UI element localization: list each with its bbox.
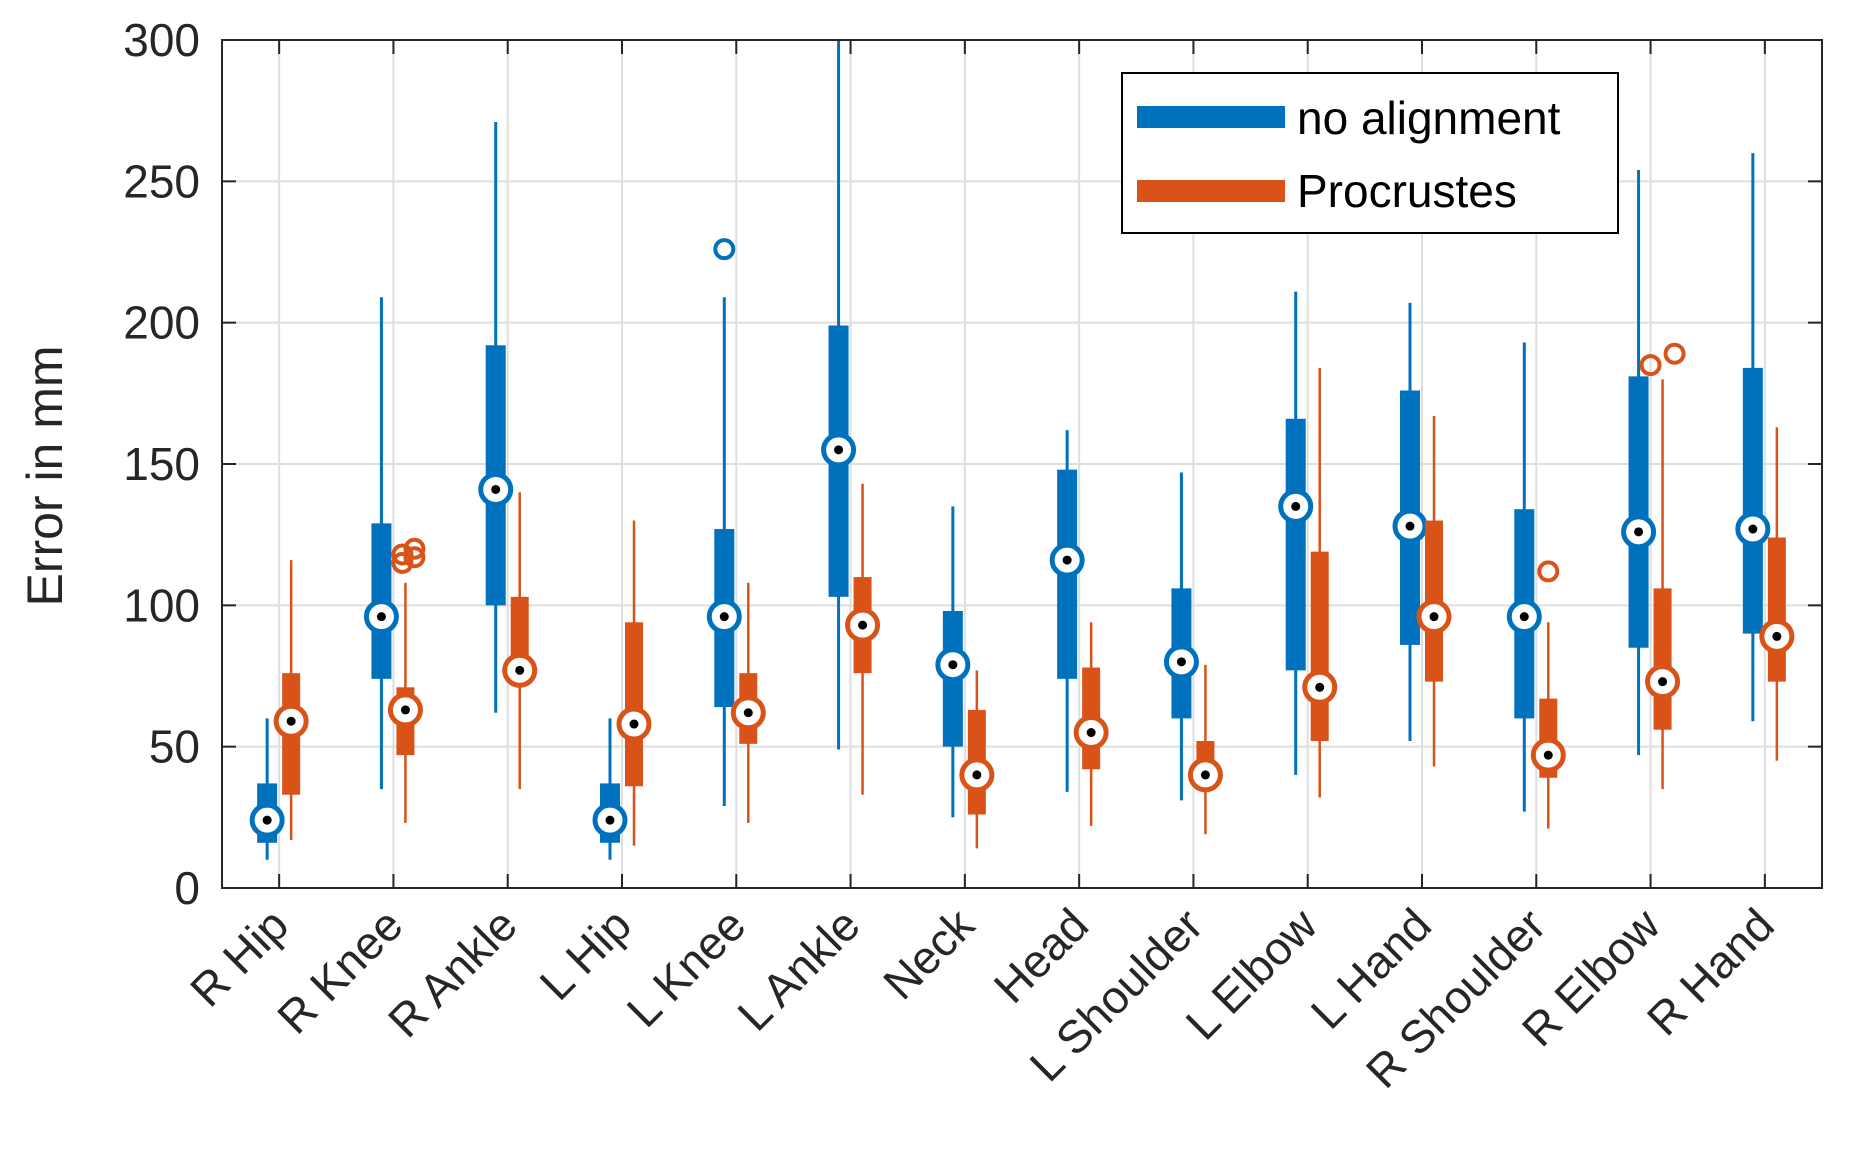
outlier-marker [1639, 354, 1662, 377]
box-no-alignment-l-elbow [1278, 291, 1314, 775]
median-dot [1062, 555, 1072, 565]
box-procrustes-r-shoulder [1530, 560, 1566, 829]
x-tick-label-l-elbow: L Elbow [1175, 898, 1327, 1050]
grid-lines [222, 40, 1822, 888]
median-dot [605, 815, 615, 825]
box-no-alignment-r-hand [1735, 153, 1771, 722]
box-no-alignment-r-elbow [1621, 170, 1657, 756]
box-iqr [1285, 418, 1306, 671]
box-no-alignment-l-ankle [821, 40, 857, 750]
box-procrustes-l-ankle [845, 483, 881, 795]
box-no-alignment-head [1049, 430, 1085, 792]
median-dot [1315, 682, 1325, 692]
box-iqr [1767, 537, 1786, 682]
legend: no alignment Procrustes [1121, 72, 1619, 234]
box-procrustes-r-hip [273, 560, 309, 840]
y-tick-label: 250 [123, 155, 200, 207]
x-tick-label-neck: Neck [873, 898, 985, 1010]
median-dot [1543, 750, 1553, 760]
legend-box [1121, 72, 1619, 234]
box-procrustes-l-shoulder [1187, 664, 1223, 835]
outlier-marker [403, 537, 426, 560]
median-dot [948, 660, 958, 670]
box-procrustes-head [1073, 622, 1109, 826]
box-procrustes-l-hip [616, 520, 652, 846]
median-dot [1176, 657, 1186, 667]
x-tick-label-l-knee: L Knee [617, 898, 756, 1037]
median-dot [1519, 612, 1529, 622]
legend-label-no-alignment: no alignment [1297, 92, 1561, 144]
box-procrustes-l-knee [730, 582, 766, 823]
box-no-alignment-l-shoulder [1163, 472, 1199, 801]
box-procrustes-r-knee [387, 537, 426, 823]
median-dot [1658, 677, 1668, 687]
box-procrustes-l-hand [1416, 415, 1452, 767]
box-no-alignment-r-shoulder [1506, 342, 1542, 812]
median-dot [1748, 524, 1758, 534]
median-dot [1291, 501, 1301, 511]
median-dot [1200, 770, 1210, 780]
box-iqr [1742, 367, 1763, 634]
median-dot [286, 716, 296, 726]
box-procrustes-l-elbow [1302, 367, 1338, 798]
box-plots [249, 40, 1795, 860]
box-no-alignment-r-hip [249, 718, 285, 860]
median-dot [1634, 527, 1644, 537]
median-dot [262, 815, 272, 825]
x-tick-label-l-ankle: L Ankle [727, 898, 869, 1040]
box-procrustes-r-ankle [502, 492, 538, 790]
box-iqr [625, 622, 643, 787]
median-dot [515, 665, 525, 675]
outlier-marker [1663, 342, 1686, 365]
median-dot [376, 612, 386, 622]
median-dot [719, 612, 729, 622]
median-dot [743, 708, 753, 718]
x-tick-label-r-hand: R Hand [1637, 898, 1784, 1045]
median-dot [400, 705, 410, 715]
box-no-alignment-l-hand [1392, 302, 1428, 742]
outlier-marker [1537, 560, 1560, 583]
box-iqr [1653, 588, 1672, 730]
outlier-marker [391, 551, 414, 574]
box-no-alignment-l-knee [706, 238, 742, 807]
x-tick-label-r-ankle: R Ankle [378, 898, 527, 1047]
median-dot [491, 484, 501, 494]
median-dot [629, 719, 639, 729]
box-no-alignment-r-knee [363, 297, 399, 790]
y-tick-label: 300 [123, 14, 200, 66]
legend-label-procrustes: Procrustes [1297, 165, 1517, 217]
y-tick-label: 50 [149, 721, 200, 773]
median-dot [1429, 612, 1439, 622]
y-axis-title: Error in mm [17, 345, 73, 606]
outlier-marker [713, 238, 736, 261]
median-dot [1086, 728, 1096, 738]
median-dot [1772, 631, 1782, 641]
y-tick-label: 100 [123, 579, 200, 631]
legend-swatch-no-alignment [1137, 106, 1285, 128]
box-iqr [1310, 551, 1329, 742]
outlier-marker [403, 546, 426, 569]
median-dot [972, 770, 982, 780]
y-tick-label: 150 [123, 438, 200, 490]
box-no-alignment-r-ankle [478, 121, 514, 713]
legend-swatch-procrustes [1137, 180, 1285, 202]
box-no-alignment-l-hip [592, 718, 628, 860]
box-procrustes-neck [959, 670, 995, 849]
median-dot [1405, 521, 1415, 531]
y-axis: 0 50 100 150 200 250 300 [123, 14, 1822, 914]
median-dot [858, 620, 868, 630]
y-tick-label: 200 [123, 297, 200, 349]
box-iqr [1628, 376, 1649, 648]
box-no-alignment-neck [935, 506, 971, 818]
outlier-marker [391, 543, 414, 566]
box-procrustes-r-elbow [1639, 342, 1686, 790]
box-procrustes-r-hand [1759, 427, 1795, 761]
median-dot [834, 445, 844, 455]
y-tick-label: 0 [174, 862, 200, 914]
